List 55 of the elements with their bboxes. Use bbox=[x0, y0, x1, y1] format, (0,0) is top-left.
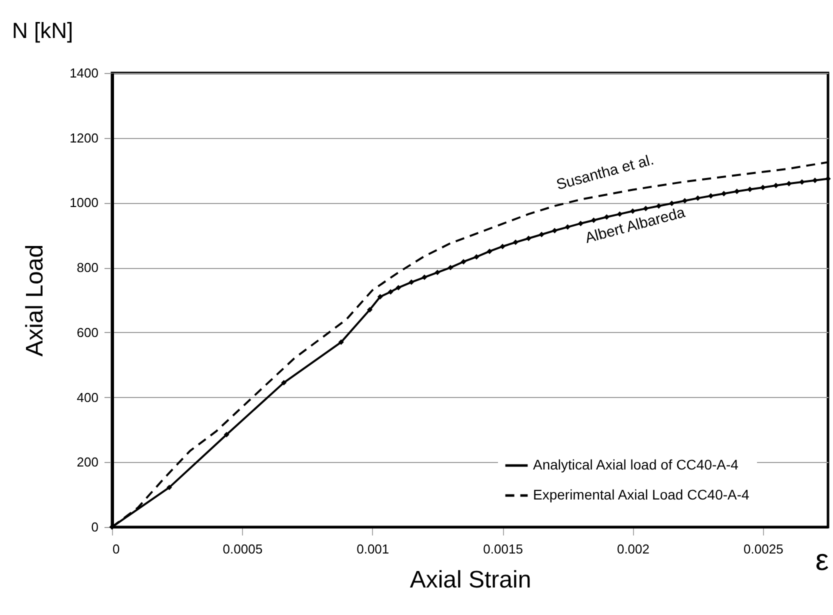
point bbox=[396, 284, 402, 290]
text: N [kN] bbox=[12, 18, 74, 43]
y-tick-label: 1400 bbox=[70, 66, 98, 80]
point bbox=[166, 484, 172, 490]
point bbox=[408, 279, 414, 285]
point bbox=[616, 211, 622, 217]
point bbox=[564, 224, 570, 230]
point bbox=[760, 184, 766, 190]
point bbox=[578, 220, 584, 226]
point bbox=[512, 240, 518, 246]
point bbox=[281, 380, 287, 386]
point bbox=[377, 294, 383, 300]
x-tick-label: 0 bbox=[112, 542, 120, 556]
y-tick-label: 1200 bbox=[70, 130, 98, 146]
point bbox=[682, 198, 688, 204]
point bbox=[448, 264, 454, 270]
point bbox=[338, 339, 344, 345]
point bbox=[474, 254, 480, 260]
annotation: Albert Albareda bbox=[583, 204, 688, 247]
y-tick-label: 600 bbox=[76, 324, 98, 340]
point bbox=[695, 195, 701, 201]
x-tick-label: 0.0025 bbox=[744, 542, 784, 556]
x-tick-label: 0.002 bbox=[616, 542, 650, 556]
point bbox=[786, 180, 792, 186]
point bbox=[773, 182, 779, 188]
point bbox=[721, 190, 727, 196]
point bbox=[367, 306, 372, 312]
x-tick-label: 0.001 bbox=[356, 542, 390, 556]
point bbox=[422, 274, 428, 280]
y-tick-label: 400 bbox=[76, 390, 98, 405]
point bbox=[460, 258, 466, 264]
legend-label: Experimental Axial Load CC40-A-4 bbox=[533, 486, 750, 502]
point bbox=[224, 432, 230, 438]
point bbox=[500, 244, 506, 250]
y-tick-label: 1000 bbox=[70, 195, 98, 210]
point bbox=[799, 179, 805, 185]
y-tick-label: 200 bbox=[76, 454, 98, 470]
point bbox=[538, 232, 544, 238]
point bbox=[669, 200, 675, 206]
annotation: Susantha et al. bbox=[554, 151, 656, 194]
x-tick-label: 0.0015 bbox=[483, 542, 523, 556]
point bbox=[552, 228, 558, 234]
y-tick-label: 0 bbox=[91, 520, 98, 534]
text: ε bbox=[815, 544, 829, 577]
point bbox=[604, 214, 610, 220]
legend-label: Analytical Axial load of CC40-A-4 bbox=[533, 456, 739, 472]
x-tick-label: 0.0005 bbox=[222, 542, 263, 556]
point bbox=[486, 248, 492, 254]
x-axis-title: Axial Strain bbox=[410, 566, 532, 594]
y-axis-title: Axial Load bbox=[22, 244, 49, 357]
point bbox=[590, 217, 596, 223]
point bbox=[388, 289, 394, 295]
point bbox=[434, 270, 440, 276]
y-tick-label: 800 bbox=[76, 260, 98, 276]
point bbox=[526, 236, 532, 242]
